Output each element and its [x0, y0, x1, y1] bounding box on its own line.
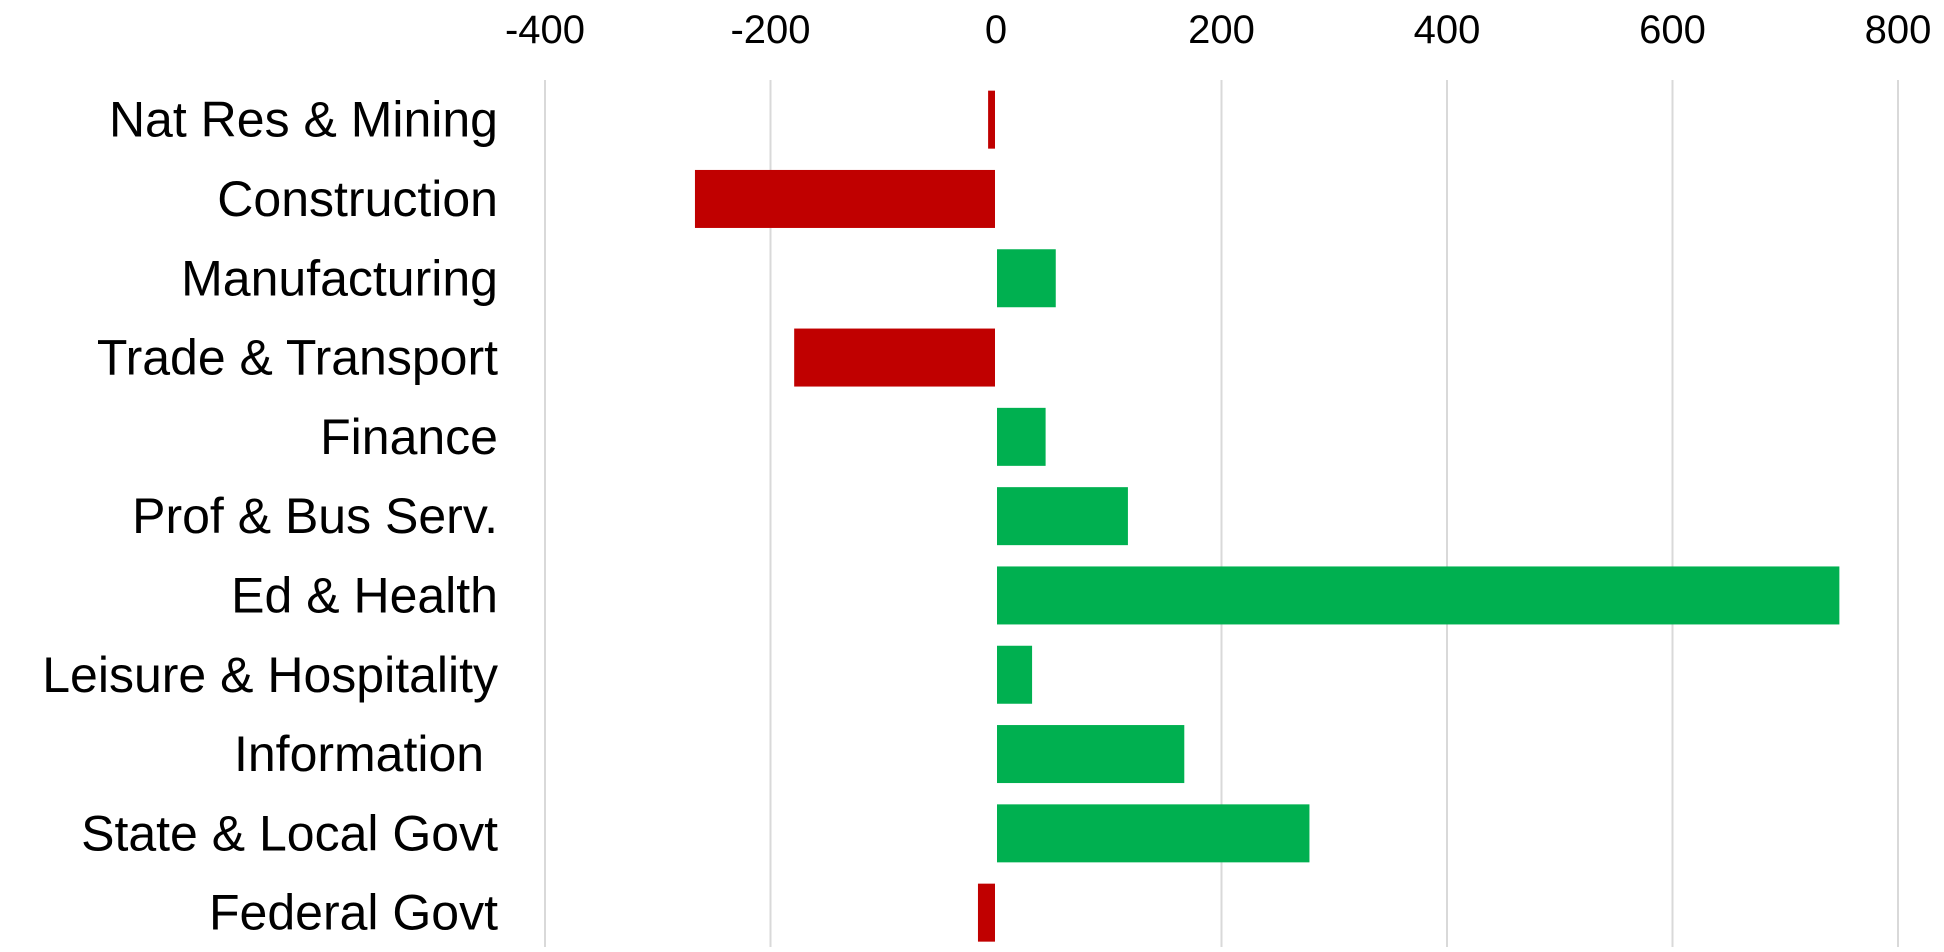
x-axis-ticks: -400 -200 0 200 400 600 800 [505, 8, 1931, 52]
bar [996, 645, 1033, 704]
bar [988, 90, 996, 149]
category-label: Prof & Bus Serv. [132, 488, 498, 544]
x-tick-label: 800 [1865, 8, 1932, 52]
category-label: Trade & Transport [97, 330, 498, 386]
x-tick-label: 200 [1188, 8, 1255, 52]
bar [977, 883, 996, 942]
category-label: Manufacturing [181, 250, 498, 306]
x-tick-label: 0 [985, 8, 1007, 52]
bar [996, 249, 1056, 308]
category-label: Construction [217, 171, 498, 227]
category-label: State & Local Govt [81, 805, 498, 861]
bar [996, 407, 1046, 466]
category-label: Ed & Health [231, 567, 498, 623]
category-label: Nat Res & Mining [109, 92, 498, 148]
bar [996, 566, 1840, 625]
bar [694, 169, 996, 228]
x-tick-label: -400 [505, 8, 585, 52]
x-tick-label: -200 [730, 8, 810, 52]
category-label: Leisure & Hospitality [42, 647, 498, 703]
bar [794, 328, 996, 387]
bar [996, 725, 1185, 784]
category-label: Information [234, 726, 498, 782]
bar [996, 804, 1310, 863]
x-tick-label: 400 [1414, 8, 1481, 52]
bars [694, 80, 1840, 947]
category-label: Finance [320, 409, 498, 465]
category-label: Federal Govt [209, 885, 498, 941]
bar [996, 487, 1128, 546]
x-tick-label: 600 [1639, 8, 1706, 52]
category-labels: Nat Res & Mining Construction Manufacturin… [42, 92, 498, 941]
